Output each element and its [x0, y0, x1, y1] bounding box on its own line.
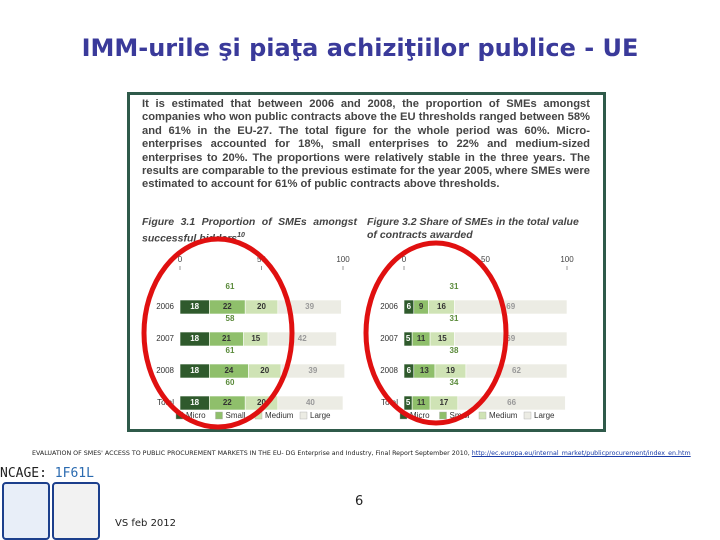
- segment-label: 5: [406, 334, 411, 343]
- segment-label: 11: [417, 398, 426, 407]
- segment-label: 19: [446, 366, 455, 375]
- segment-label: 13: [420, 366, 429, 375]
- legend-label: Micro: [410, 411, 430, 420]
- segment-label: 22: [223, 398, 232, 407]
- total-label: 61: [226, 282, 235, 291]
- legend-swatch: [523, 411, 532, 420]
- segment-label: 20: [260, 366, 269, 375]
- caption-text: Figure 3.1 Proportion of SMEs amongst su…: [142, 216, 357, 245]
- segment-label: 66: [507, 398, 516, 407]
- segment-label: 16: [437, 302, 446, 311]
- total-label: 34: [450, 378, 459, 387]
- legend-swatch: [439, 411, 447, 420]
- total-label: 61: [226, 346, 235, 355]
- segment-label: 18: [190, 398, 199, 407]
- segment-label: 6: [407, 366, 412, 375]
- footer-text: VS feb 2012: [115, 518, 177, 529]
- segment-label: 15: [251, 334, 260, 343]
- segment-label: 9: [419, 302, 424, 311]
- bar-segment: [267, 331, 337, 347]
- legend-label: Small: [226, 411, 246, 420]
- x-tick-label: 0: [178, 255, 183, 264]
- bar-segment: [277, 395, 344, 411]
- x-tick-label: 50: [481, 255, 490, 264]
- segment-label: 69: [506, 302, 515, 311]
- slide-title: IMM-urile şi piaţa achiziţiilor publice …: [81, 34, 639, 62]
- segment-label: 18: [190, 302, 199, 311]
- legend-swatch: [215, 411, 223, 420]
- category-label: 2007: [380, 334, 398, 343]
- segment-label: 42: [298, 334, 307, 343]
- segment-label: 11: [417, 334, 426, 343]
- segment-label: 39: [308, 366, 317, 375]
- legend-label: Micro: [186, 411, 206, 420]
- segment-label: 20: [257, 302, 266, 311]
- segment-label: 69: [506, 334, 515, 343]
- legend-label: Medium: [489, 411, 518, 420]
- category-label: 2007: [156, 334, 174, 343]
- figure-caption: Figure 3.2 Share of SMEs in the total va…: [367, 216, 579, 241]
- segment-label: 40: [306, 398, 315, 407]
- segment-label: 39: [305, 302, 314, 311]
- segment-label: 24: [224, 366, 233, 375]
- total-label: 31: [450, 314, 459, 323]
- page-number: 6: [355, 494, 364, 509]
- segment-label: 18: [190, 334, 199, 343]
- figure-caption: Figure 3.1 Proportion of SMEs amongst su…: [142, 216, 357, 246]
- bar-segment: [454, 299, 568, 315]
- category-label: 2008: [380, 366, 398, 375]
- bar-segment: [280, 363, 345, 379]
- legend-label: Medium: [265, 411, 294, 420]
- segment-label: 5: [406, 398, 411, 407]
- segment-label: 6: [407, 302, 412, 311]
- x-tick-label: 100: [336, 255, 350, 264]
- total-label: 58: [226, 314, 235, 323]
- ncage: NCAGE: 1F61L: [0, 466, 94, 481]
- segment-label: 62: [512, 366, 521, 375]
- source-text: EVALUATION OF SMES' ACCESS TO PUBLIC PRO…: [32, 450, 472, 457]
- segment-label: 17: [439, 398, 448, 407]
- segment-label: 21: [222, 334, 231, 343]
- ncage-label: NCAGE:: [0, 466, 47, 481]
- excerpt-paragraph: It is estimated that between 2006 and 20…: [142, 98, 590, 191]
- segment-label: 20: [257, 398, 266, 407]
- source-link[interactable]: http://ec.europa.eu/internal_market/publ…: [471, 450, 691, 457]
- x-tick-label: 100: [560, 255, 574, 264]
- category-label: 2008: [156, 366, 174, 375]
- bar-segment: [454, 331, 568, 347]
- x-tick-label: 0: [402, 255, 407, 264]
- bar-segment: [465, 363, 568, 379]
- segment-label: 15: [438, 334, 447, 343]
- legend-label: Large: [534, 411, 555, 420]
- source-note: EVALUATION OF SMES' ACCESS TO PUBLIC PRO…: [32, 450, 720, 457]
- segment-label: 22: [223, 302, 232, 311]
- highlight-circle: [141, 236, 295, 430]
- legend-label: Large: [310, 411, 331, 420]
- segment-label: 18: [190, 366, 199, 375]
- total-label: 31: [450, 282, 459, 291]
- total-label: 60: [226, 378, 235, 387]
- highlight-circle: [363, 240, 509, 426]
- category-label: 2006: [156, 302, 174, 311]
- ncage-code: 1F61L: [54, 466, 94, 481]
- legend-swatch: [299, 411, 308, 420]
- legend-swatch: [478, 411, 487, 420]
- certification-logo: [2, 482, 50, 540]
- bar-segment: [277, 299, 342, 315]
- total-label: 38: [450, 346, 459, 355]
- ukas-logo: [52, 482, 100, 540]
- caption-note: 10: [237, 232, 245, 239]
- category-label: 2006: [380, 302, 398, 311]
